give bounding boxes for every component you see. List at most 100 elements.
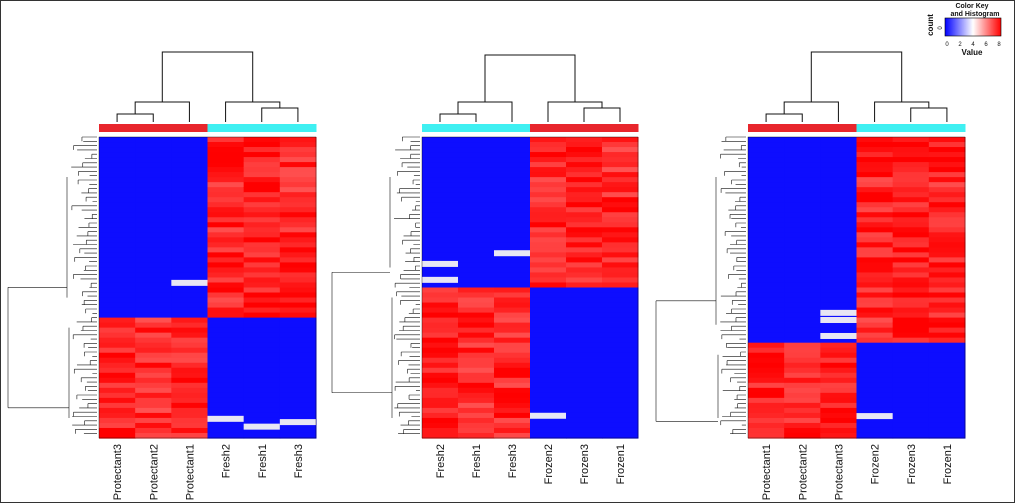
heatmap-cell xyxy=(171,332,208,339)
heatmap-cell xyxy=(458,432,495,439)
heatmap-cell xyxy=(422,172,459,178)
heatmap-cell xyxy=(99,342,136,349)
heatmap-cell xyxy=(602,387,639,394)
heatmap-cell xyxy=(207,167,245,173)
heatmap-cell xyxy=(279,302,317,309)
heatmap-cell xyxy=(494,287,531,294)
heatmap-cell xyxy=(530,407,567,414)
heatmap-cell xyxy=(171,327,208,334)
heatmap-cell xyxy=(602,272,639,279)
heatmap-cell xyxy=(530,362,567,369)
heatmap-cell xyxy=(207,292,245,299)
heatmap-cell xyxy=(458,202,495,208)
heatmap-cell xyxy=(566,432,603,439)
heatmap-cell xyxy=(566,202,603,208)
heatmap-cell xyxy=(458,387,495,394)
heatmap-cell xyxy=(566,332,603,339)
heatmap-cell xyxy=(494,187,531,193)
heatmap-cell xyxy=(566,297,603,304)
heatmap-cell xyxy=(207,262,245,269)
heatmap-cell xyxy=(243,172,281,178)
heatmap-cell xyxy=(602,372,639,379)
heatmap-cell xyxy=(892,432,930,439)
heatmap-cell xyxy=(820,277,857,284)
heatmap-cell xyxy=(207,242,245,248)
heatmap-cell xyxy=(602,267,639,274)
heatmap-cell xyxy=(784,162,821,168)
column-group-bar xyxy=(820,124,857,132)
heatmap-cell xyxy=(243,427,281,434)
heatmap-cell xyxy=(243,207,281,213)
heatmap-cell xyxy=(99,202,136,208)
heatmap-cell xyxy=(856,382,894,389)
heatmap-cell xyxy=(566,227,603,233)
heatmap-cell xyxy=(207,352,245,359)
heatmap-cell xyxy=(928,292,966,299)
heatmap-cell xyxy=(422,202,459,208)
heatmap-cell xyxy=(784,167,821,173)
heatmap-cell xyxy=(566,182,603,188)
heatmap-cell xyxy=(243,412,281,419)
heatmap-cell xyxy=(458,337,495,344)
heatmap-cell xyxy=(784,137,821,143)
color-key-gradient xyxy=(944,17,1002,37)
heatmap-cell xyxy=(207,387,245,394)
heatmap-cell xyxy=(207,317,245,324)
heatmap-cell xyxy=(856,402,894,409)
heatmap-cell xyxy=(458,277,495,284)
heatmap-cell xyxy=(856,162,894,168)
heatmap-cell xyxy=(422,407,459,414)
heatmap-cell xyxy=(99,207,136,213)
heatmap-cell xyxy=(566,337,603,344)
heatmap-cell xyxy=(856,392,894,399)
heatmap-cell xyxy=(422,147,459,153)
heatmap-cell xyxy=(928,422,966,429)
heatmap-cell xyxy=(243,297,281,304)
heatmap-cell xyxy=(784,177,821,183)
heatmap-cell xyxy=(530,147,567,153)
heatmap-cell xyxy=(602,427,639,434)
heatmap-cell xyxy=(171,237,208,243)
heatmap-cell xyxy=(422,287,459,294)
heatmap-cell xyxy=(820,337,857,344)
heatmap-cell xyxy=(99,177,136,183)
heatmap-cell xyxy=(99,137,136,143)
heatmap-cell xyxy=(494,367,531,374)
heatmap-cell xyxy=(279,292,317,299)
heatmap-cell xyxy=(279,402,317,409)
heatmap-cell xyxy=(458,252,495,258)
heatmap-cell xyxy=(135,337,172,344)
heatmap-cell xyxy=(494,397,531,404)
heatmap-cell xyxy=(856,407,894,414)
heatmap-cell xyxy=(566,387,603,394)
heatmap-border xyxy=(98,136,317,439)
heatmap-cell xyxy=(820,297,857,304)
heatmap-cell xyxy=(856,222,894,228)
heatmap-cell xyxy=(279,352,317,359)
heatmap-cell xyxy=(784,297,821,304)
heatmap-cell xyxy=(171,407,208,414)
heatmap-cell xyxy=(243,177,281,183)
heatmap-cell xyxy=(928,382,966,389)
heatmap-cell xyxy=(784,417,821,424)
column-label: Fresh1 xyxy=(257,444,269,478)
heatmap-cell xyxy=(458,192,495,198)
heatmap-cell xyxy=(784,222,821,228)
heatmap-cell xyxy=(171,262,208,269)
heatmap-cell xyxy=(171,432,208,439)
heatmap-cell xyxy=(748,177,785,183)
heatmap-cell xyxy=(748,322,785,329)
heatmap-cell xyxy=(748,287,785,294)
heatmap-cell xyxy=(928,272,966,279)
row-dendrogram xyxy=(655,136,746,434)
heatmap-cell xyxy=(422,392,459,399)
heatmap-cell xyxy=(494,282,531,289)
heatmap-cell xyxy=(748,352,785,359)
heatmap-panels: Protectant3 Protectant2 Protectant1 Fresh2 F… xyxy=(7,51,966,500)
heatmap-cell xyxy=(458,302,495,309)
heatmap-cell xyxy=(748,387,785,394)
heatmap-cell xyxy=(530,372,567,379)
heatmap-cell xyxy=(892,282,930,289)
heatmap-cell xyxy=(243,252,281,258)
heatmap-cell xyxy=(602,257,639,264)
